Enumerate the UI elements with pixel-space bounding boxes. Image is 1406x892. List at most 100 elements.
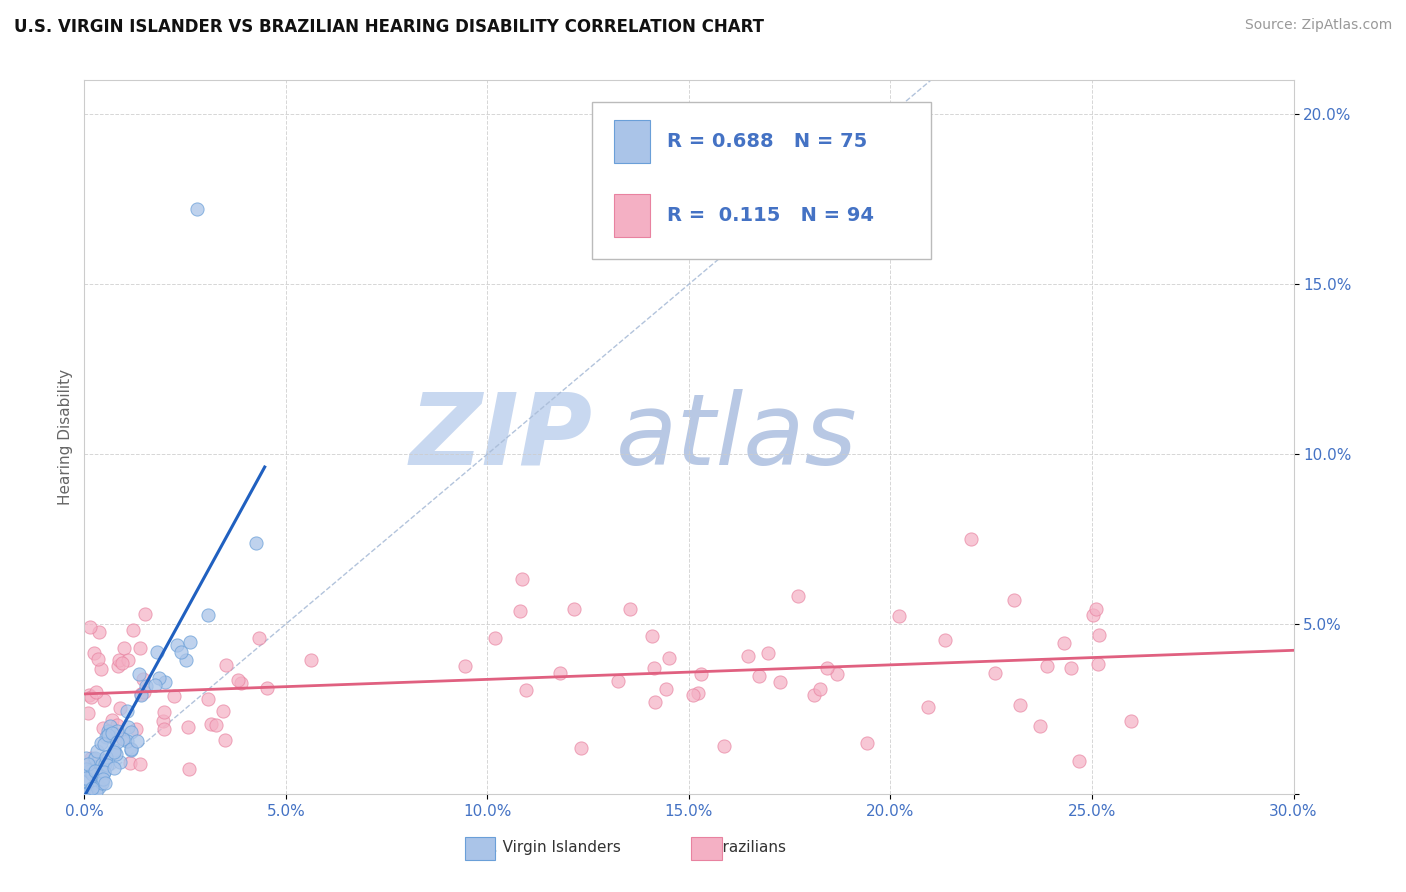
Point — [75, 787, 97, 801]
Bar — [614, 194, 650, 237]
Point — [97, 729, 120, 743]
Point — [93, 738, 115, 752]
Point — [179, 635, 201, 649]
Point — [1053, 636, 1076, 650]
Text: R = 0.688   N = 75: R = 0.688 N = 75 — [668, 132, 868, 151]
Point — [90, 662, 112, 676]
Point — [214, 658, 236, 673]
Point — [77, 756, 100, 771]
Point — [641, 629, 664, 643]
Point — [1036, 659, 1059, 673]
Point — [115, 733, 138, 747]
Point — [643, 661, 665, 675]
Point — [174, 653, 197, 667]
Point — [80, 780, 103, 795]
Point — [110, 755, 132, 769]
Point — [125, 734, 148, 748]
Point — [125, 722, 148, 736]
Point — [856, 736, 879, 750]
Point — [80, 750, 103, 764]
Point — [90, 773, 112, 788]
Point — [120, 742, 142, 756]
Point — [454, 659, 477, 673]
Text: U.S. Virgin Islanders: U.S. Virgin Islanders — [467, 840, 621, 855]
Text: Brazilians: Brazilians — [713, 840, 786, 855]
Point — [86, 775, 108, 789]
Point — [163, 689, 186, 703]
Point — [135, 679, 157, 693]
Point — [983, 666, 1005, 681]
Point — [214, 733, 236, 747]
Point — [655, 681, 678, 696]
Point — [197, 607, 219, 622]
Point — [245, 536, 267, 550]
Point — [143, 678, 166, 692]
Point — [197, 691, 219, 706]
Point — [75, 771, 97, 785]
Point — [108, 653, 131, 667]
Point — [155, 674, 177, 689]
Point — [128, 640, 150, 655]
Point — [153, 705, 176, 719]
Point — [166, 638, 188, 652]
Point — [1084, 602, 1107, 616]
Y-axis label: Hearing Disability: Hearing Disability — [58, 369, 73, 505]
Point — [79, 689, 101, 703]
Point — [177, 720, 200, 734]
Point — [825, 666, 848, 681]
Point — [90, 736, 112, 750]
Point — [569, 741, 592, 756]
Point — [105, 724, 128, 739]
Point — [153, 722, 176, 736]
Point — [117, 653, 139, 667]
Point — [1083, 607, 1105, 622]
Point — [111, 657, 134, 671]
Point — [77, 706, 100, 721]
Point — [889, 609, 911, 624]
Point — [1087, 657, 1109, 671]
Point — [83, 646, 105, 660]
Point — [128, 757, 150, 772]
Point — [117, 720, 139, 734]
Point — [94, 753, 117, 767]
Point — [748, 669, 770, 683]
Point — [100, 726, 122, 740]
Point — [83, 764, 105, 779]
Point — [75, 751, 97, 765]
Point — [93, 765, 115, 780]
Point — [152, 714, 174, 728]
Point — [713, 739, 735, 754]
Point — [756, 646, 779, 660]
Point — [808, 681, 831, 696]
Point — [82, 767, 104, 781]
Text: ZIP: ZIP — [409, 389, 592, 485]
Text: U.S. VIRGIN ISLANDER VS BRAZILIAN HEARING DISABILITY CORRELATION CHART: U.S. VIRGIN ISLANDER VS BRAZILIAN HEARIN… — [14, 18, 763, 36]
Point — [690, 666, 713, 681]
Point — [509, 604, 531, 618]
Bar — [692, 837, 721, 860]
Point — [97, 724, 120, 739]
Point — [98, 719, 121, 733]
Point — [93, 693, 115, 707]
Point — [1059, 661, 1081, 675]
Point — [212, 704, 235, 718]
Point — [77, 764, 100, 778]
Point — [75, 787, 97, 801]
Point — [803, 688, 825, 702]
Point — [97, 725, 120, 739]
Point — [105, 718, 128, 732]
Point — [83, 752, 105, 766]
Point — [91, 772, 114, 786]
Point — [548, 665, 571, 680]
Point — [91, 756, 114, 771]
Point — [247, 632, 270, 646]
Point — [118, 756, 141, 770]
Point — [1008, 698, 1031, 713]
Point — [688, 686, 710, 700]
Point — [94, 776, 117, 790]
Point — [80, 690, 103, 705]
Bar — [465, 837, 495, 860]
Point — [120, 725, 142, 739]
Point — [1029, 718, 1052, 732]
Point — [89, 780, 111, 794]
